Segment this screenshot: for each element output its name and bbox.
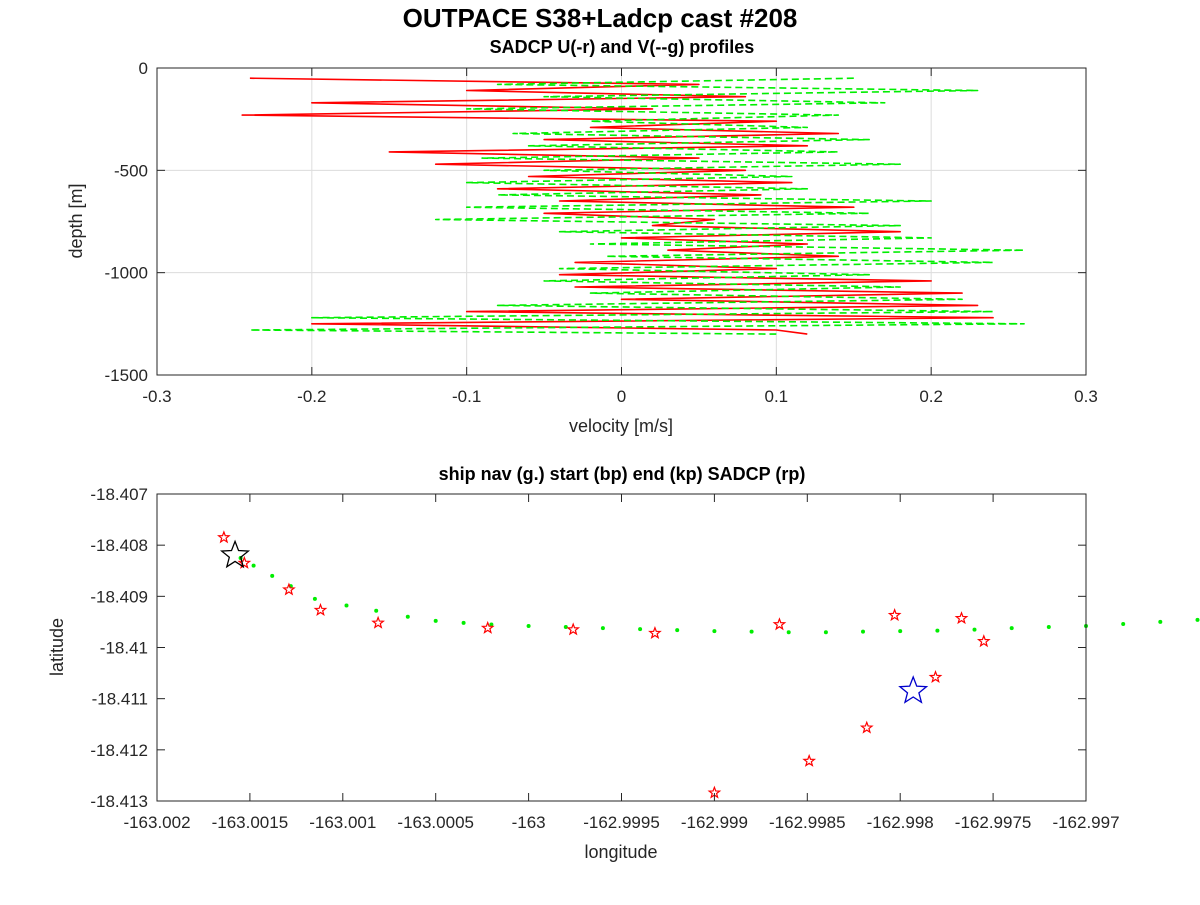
ship-nav-point — [675, 628, 680, 633]
ship-nav-point — [749, 629, 754, 634]
velocity-y-tick-label: 0 — [139, 59, 148, 78]
ship-nav-point — [251, 563, 256, 568]
ship-nav-point — [972, 627, 977, 632]
series-v-line — [249, 77, 1025, 335]
velocity-x-tick-label: 0.1 — [765, 387, 789, 406]
sadcp-star — [859, 720, 874, 734]
ship-nav-point — [1046, 625, 1051, 629]
velocity-x-ticks: -0.3 -0.2 -0.1 0 0.1 0.2 0.3 — [142, 68, 1098, 406]
ship-nav-point — [1195, 617, 1200, 622]
sadcp-star — [371, 615, 385, 629]
sadcp-star — [954, 611, 969, 625]
velocity-y-ticks: -1500 -1000 -500 0 — [105, 59, 1086, 385]
nav-x-tick-label: -162.997 — [1052, 813, 1119, 832]
sadcp-star — [566, 622, 581, 636]
ship-nav-point — [1121, 622, 1126, 626]
nav-y-tick-label: -18.411 — [92, 690, 148, 709]
ship-nav-point — [563, 625, 568, 629]
nav-x-tick-label: -162.9985 — [769, 813, 846, 832]
nav-x-tick-label: -162.999 — [681, 813, 748, 832]
nav-plot-title: ship nav (g.) start (bp) end (kp) SADCP … — [439, 464, 806, 484]
nav-x-axis-label: longitude — [584, 842, 657, 862]
velocity-y-tick-label: -1500 — [105, 366, 148, 385]
nav-y-tick-label: -18.409 — [90, 587, 148, 606]
velocity-x-tick-label: -0.3 — [142, 387, 171, 406]
nav-x-tick-label: -163 — [512, 813, 546, 832]
velocity-x-axis-label: velocity [m/s] — [569, 416, 673, 436]
start-marker-star — [898, 675, 929, 704]
velocity-y-tick-label: -500 — [114, 161, 148, 180]
ship-nav-point — [935, 628, 940, 633]
nav-y-ticks: -18.413 -18.412 -18.411 -18.41 -18.409 -18.40… — [90, 485, 1086, 811]
velocity-x-tick-label: 0.2 — [919, 387, 943, 406]
nav-x-tick-label: -162.9995 — [583, 813, 660, 832]
series-u-line — [241, 77, 994, 335]
nav-x-tick-label: -163.002 — [123, 813, 190, 832]
sadcp-star — [976, 634, 991, 648]
nav-x-tick-label: -163.0005 — [397, 813, 474, 832]
ship-nav-point — [461, 620, 466, 625]
sadcp-star — [802, 753, 817, 767]
ship-nav-point — [312, 596, 317, 601]
ship-nav-point — [405, 614, 410, 619]
ship-nav-point — [374, 608, 379, 613]
velocity-x-tick-label: -0.2 — [297, 387, 326, 406]
end-marker-star — [219, 539, 251, 569]
nav-x-ticks: -163.002 -163.0015 -163.001 -163.0005 -163 -1… — [123, 494, 1120, 832]
nav-y-tick-label: -18.407 — [90, 485, 148, 504]
sadcp-points — [217, 530, 991, 799]
ship-nav-point — [638, 627, 643, 632]
velocity-y-axis-label: depth [m] — [66, 183, 86, 258]
velocity-series-group — [241, 77, 1025, 335]
velocity-profile-plot: SADCP U(-r) and V(--g) profiles -0.3 -0.2… — [66, 37, 1098, 436]
sadcp-star — [282, 582, 296, 596]
ship-nav-point — [433, 618, 438, 623]
velocity-plot-title: SADCP U(-r) and V(--g) profiles — [490, 37, 755, 57]
sadcp-star — [217, 530, 231, 544]
sadcp-star — [772, 617, 787, 631]
ship-nav-point — [712, 629, 717, 634]
nav-y-tick-label: -18.408 — [90, 536, 148, 555]
ship-nav-point — [344, 603, 349, 608]
velocity-x-tick-label: -0.1 — [452, 387, 481, 406]
nav-y-tick-label: -18.412 — [90, 741, 148, 760]
ship-nav-point — [898, 629, 903, 634]
ship-nav-point — [1009, 626, 1014, 631]
ship-nav-point — [861, 629, 865, 634]
velocity-x-tick-label: 0.3 — [1074, 387, 1098, 406]
ship-nav-track — [238, 556, 1200, 635]
ship-nav-point — [600, 626, 605, 631]
ship-nav-point — [1158, 619, 1163, 624]
ship-nav-point — [489, 622, 494, 627]
ship-nav-point — [270, 573, 275, 578]
ship-nav-point — [823, 630, 828, 635]
nav-x-tick-label: -162.998 — [867, 813, 934, 832]
nav-x-tick-label: -163.001 — [309, 813, 376, 832]
nav-x-tick-label: -162.9975 — [955, 813, 1032, 832]
sadcp-star — [928, 669, 943, 684]
sadcp-star — [237, 555, 252, 569]
ship-nav-point — [786, 630, 791, 635]
nav-y-axis-label: latitude — [47, 618, 67, 676]
nav-plot-area — [157, 494, 1086, 801]
sadcp-star — [480, 620, 495, 634]
nav-y-tick-label: -18.41 — [100, 639, 148, 658]
start-end-markers — [219, 539, 929, 704]
ship-nav-plot: ship nav (g.) start (bp) end (kp) SADCP … — [47, 464, 1200, 862]
velocity-x-tick-label: 0 — [617, 387, 626, 406]
nav-y-tick-label: -18.413 — [90, 792, 148, 811]
sadcp-star — [887, 608, 902, 622]
ship-nav-point — [526, 624, 531, 628]
velocity-y-tick-label: -1000 — [105, 264, 148, 283]
figure-title: OUTPACE S38+Ladcp cast #208 — [402, 3, 798, 33]
sadcp-star — [313, 602, 328, 616]
sadcp-star — [648, 625, 662, 640]
nav-x-tick-label: -163.0015 — [212, 813, 289, 832]
